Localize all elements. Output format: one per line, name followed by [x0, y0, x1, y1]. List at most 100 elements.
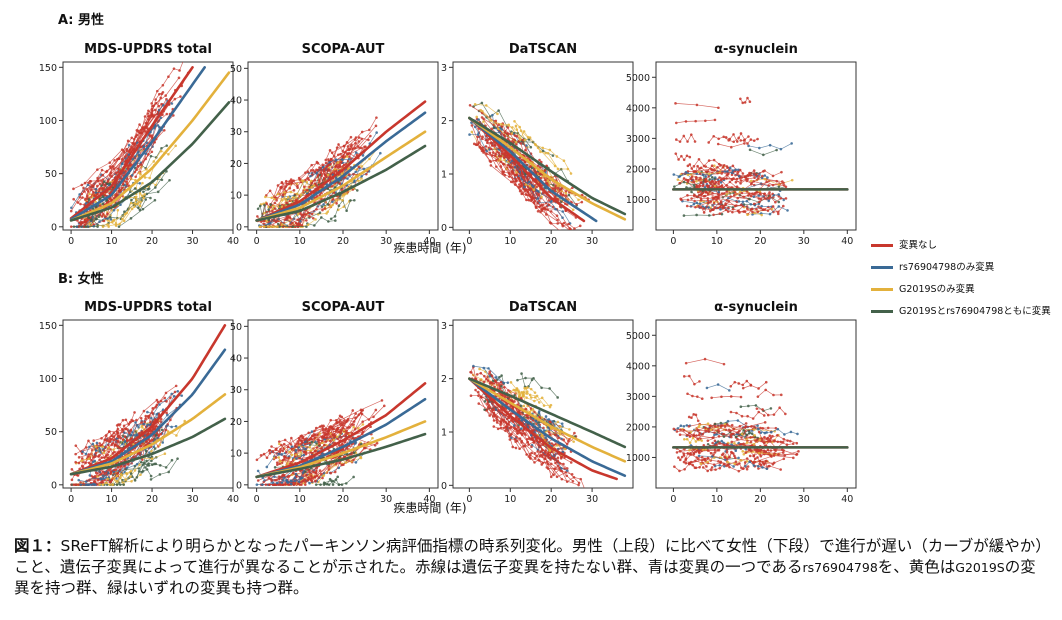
- y-tick-label: 50: [45, 427, 57, 438]
- patient-point: [288, 450, 291, 454]
- y-tick-label: 150: [39, 321, 57, 332]
- patient-point: [141, 207, 145, 211]
- patient-point: [324, 158, 328, 162]
- patient-point: [299, 220, 302, 223]
- patient-point: [518, 138, 522, 141]
- patient-point: [498, 154, 502, 158]
- patient-point: [500, 125, 504, 128]
- patient-point: [123, 440, 127, 443]
- patient-point: [497, 109, 500, 112]
- panel-title: α-synuclein: [714, 42, 798, 57]
- patient-point: [74, 444, 78, 447]
- patient-point: [295, 457, 298, 460]
- patient-point: [116, 465, 120, 469]
- patient-point: [711, 180, 714, 184]
- patient-point: [108, 483, 111, 486]
- patient-point: [327, 429, 331, 433]
- patient-point: [568, 236, 571, 239]
- patient-point: [107, 468, 110, 472]
- patient-point: [146, 410, 149, 414]
- patient-point: [72, 187, 75, 191]
- patient-point: [110, 478, 114, 482]
- patient-point: [150, 450, 153, 453]
- patient-point: [151, 104, 154, 108]
- patient-point: [144, 157, 147, 161]
- patient-point: [273, 197, 276, 201]
- patient-point: [677, 158, 680, 161]
- y-tick-label: 30: [230, 385, 242, 396]
- patient-point: [118, 222, 121, 226]
- patient-point: [155, 89, 159, 93]
- patient-point: [513, 165, 517, 169]
- patient-point: [514, 179, 518, 183]
- patient-point: [334, 158, 338, 161]
- patient-point: [726, 170, 729, 173]
- patient-point: [332, 438, 336, 442]
- patient-point: [81, 450, 84, 453]
- patient-point: [302, 450, 306, 454]
- patient-point: [356, 427, 360, 430]
- patient-point: [70, 468, 74, 471]
- patient-point: [157, 108, 161, 112]
- patient-point: [777, 200, 781, 204]
- patient-point: [99, 477, 103, 481]
- patient-point: [291, 225, 295, 228]
- patient-point: [354, 170, 357, 174]
- patient-point: [276, 225, 279, 228]
- plot-frame: [452, 61, 634, 231]
- plot-area: [69, 62, 231, 228]
- patient-trajectory: [150, 458, 178, 480]
- patient-point: [717, 196, 720, 200]
- patient-point: [128, 431, 131, 435]
- patient-point: [120, 473, 123, 477]
- patient-point: [359, 455, 362, 459]
- patient-point: [331, 184, 334, 188]
- patient-point: [98, 182, 102, 186]
- patient-point: [156, 190, 160, 194]
- x-tick-label: 20: [545, 236, 557, 247]
- patient-trajectory: [721, 174, 738, 181]
- patient-point: [107, 471, 110, 475]
- patient-point: [745, 199, 749, 203]
- patient-point: [699, 193, 703, 197]
- patient-point: [112, 167, 116, 171]
- patient-point: [284, 179, 288, 183]
- patient-point: [87, 457, 91, 461]
- patient-point: [693, 140, 697, 143]
- patient-point: [160, 92, 164, 96]
- patient-point: [119, 483, 122, 486]
- patient-point: [279, 447, 282, 451]
- patient-point: [307, 476, 311, 479]
- patient-point: [675, 138, 678, 141]
- patient-point: [528, 184, 532, 188]
- patient-point: [295, 442, 298, 445]
- plot-area: [255, 100, 427, 228]
- patient-point: [117, 225, 121, 228]
- patient-point: [177, 76, 181, 80]
- patient-point: [100, 186, 104, 190]
- patient-point: [685, 154, 689, 158]
- x-tick-label: 30: [380, 236, 392, 247]
- patient-point: [160, 146, 163, 150]
- patient-point: [152, 445, 156, 449]
- patient-point: [556, 184, 559, 188]
- patient-point: [165, 112, 169, 116]
- patient-point: [694, 205, 697, 209]
- patient-point: [290, 453, 294, 457]
- y-tick-label: 2: [441, 116, 447, 127]
- patient-point: [740, 203, 743, 207]
- fitted-curve: [468, 116, 598, 223]
- patient-point: [567, 193, 571, 197]
- patient-point: [698, 167, 701, 170]
- x-tick-label: 30: [186, 494, 198, 505]
- patient-point: [122, 483, 125, 486]
- patient-point: [282, 476, 286, 480]
- patient-trajectory: [511, 131, 532, 148]
- patient-point: [170, 102, 174, 105]
- patient-point: [133, 479, 137, 482]
- patient-point: [708, 178, 711, 181]
- patient-point: [106, 212, 109, 216]
- patient-point: [174, 384, 178, 388]
- patient-point: [134, 195, 138, 199]
- patient-point: [674, 152, 678, 155]
